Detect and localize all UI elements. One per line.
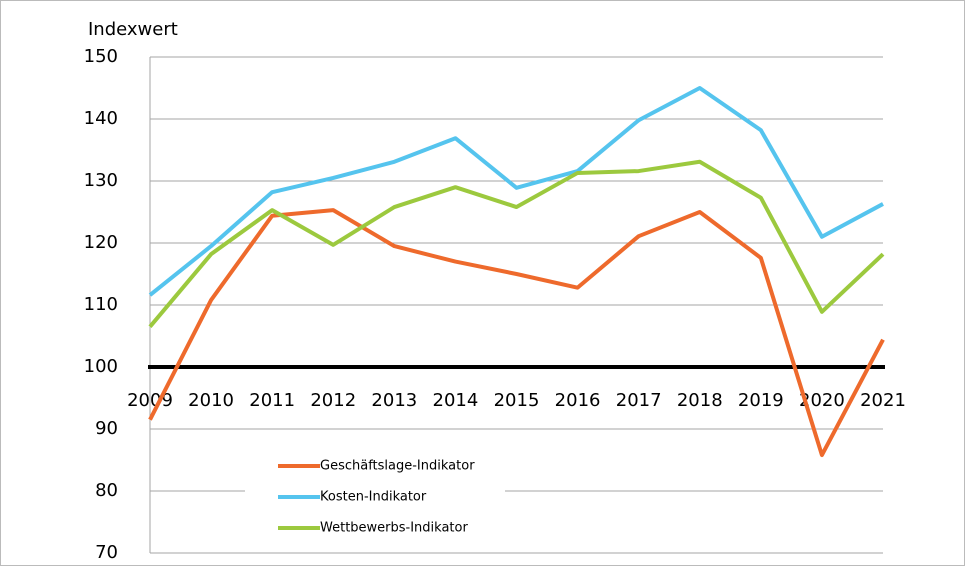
x-tick-label: 2017 bbox=[616, 390, 662, 411]
y-tick-label: 140 bbox=[84, 108, 118, 129]
x-tick-label: 2016 bbox=[555, 390, 601, 411]
x-tick-label: 2011 bbox=[249, 390, 295, 411]
x-tick-label: 2019 bbox=[738, 390, 784, 411]
series-line bbox=[148, 86, 884, 297]
y-tick-label: 130 bbox=[84, 170, 118, 191]
x-tick-label: 2010 bbox=[188, 390, 234, 411]
y-tick-label: 110 bbox=[84, 294, 118, 315]
legend-label: Kosten-Indikator bbox=[320, 490, 427, 505]
legend-label: Geschäftslage-Indikator bbox=[320, 459, 475, 474]
x-tick-label: 2014 bbox=[433, 390, 479, 411]
series-line bbox=[148, 159, 885, 328]
x-tick-label: 2013 bbox=[371, 390, 417, 411]
x-tick-label: 2021 bbox=[860, 390, 906, 411]
y-tick-label: 100 bbox=[84, 356, 118, 377]
y-tick-label: 80 bbox=[95, 480, 118, 501]
y-axis-label: Indexwert bbox=[88, 19, 178, 40]
y-tick-label: 150 bbox=[84, 46, 118, 67]
legend-label: Wettbewerbs-Indikator bbox=[320, 521, 468, 536]
y-tick-label: 70 bbox=[95, 542, 118, 563]
x-tick-label: 2018 bbox=[677, 390, 723, 411]
y-tick-label: 90 bbox=[95, 418, 118, 439]
x-tick-label: 2012 bbox=[310, 390, 356, 411]
x-tick-label: 2015 bbox=[494, 390, 540, 411]
y-tick-label: 120 bbox=[84, 232, 118, 253]
x-tick-label: 2009 bbox=[127, 390, 173, 411]
x-tick-label: 2020 bbox=[799, 390, 845, 411]
series-line bbox=[148, 208, 885, 458]
